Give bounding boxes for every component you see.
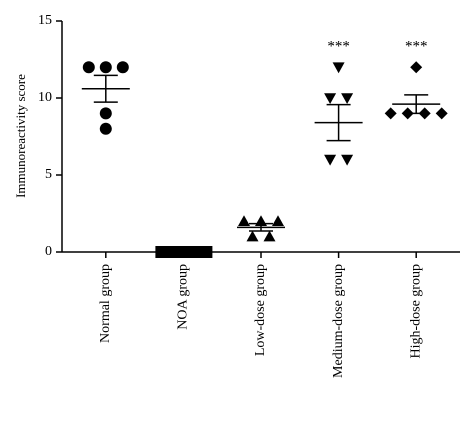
y-axis-label: Immunoreactivity score — [13, 74, 28, 198]
dot — [324, 93, 337, 104]
dot — [341, 154, 354, 166]
dot — [324, 154, 337, 166]
dot — [435, 107, 448, 120]
y-tick-label: 10 — [38, 90, 52, 105]
y-tick-label: 5 — [45, 167, 52, 182]
dot — [99, 61, 112, 74]
dot — [384, 107, 397, 120]
dot — [246, 230, 259, 242]
x-tick-label: Normal group — [98, 264, 113, 343]
dot — [116, 61, 129, 74]
x-tick-label: NOA group — [176, 264, 191, 330]
dot — [341, 93, 354, 104]
dot — [238, 215, 250, 226]
x-tick-label: High-dose group — [408, 264, 423, 359]
dot — [332, 62, 345, 74]
annotation: *** — [327, 38, 350, 54]
x-tick-label: Medium-dose group — [331, 264, 346, 378]
dot — [263, 230, 276, 242]
y-tick-label: 15 — [38, 13, 52, 28]
dot — [272, 215, 284, 226]
dot — [99, 122, 112, 135]
annotation: *** — [405, 38, 428, 54]
x-tick-label: Low-dose group — [253, 264, 268, 356]
y-tick-label: 0 — [45, 244, 52, 259]
dot — [82, 61, 95, 74]
dot — [410, 61, 423, 74]
dot — [99, 107, 112, 120]
